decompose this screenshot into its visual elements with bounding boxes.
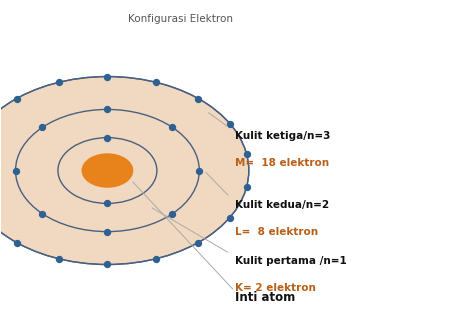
Point — [13, 240, 20, 245]
Point — [104, 107, 111, 112]
Text: K= 2 elektron: K= 2 elektron — [235, 283, 316, 293]
Text: Konfigurasi Elektron: Konfigurasi Elektron — [128, 14, 233, 24]
Point — [39, 211, 46, 216]
Point — [55, 80, 63, 85]
Point — [39, 125, 46, 130]
Point — [55, 256, 63, 261]
Point — [13, 96, 20, 101]
Text: L=  8 elektron: L= 8 elektron — [235, 227, 318, 237]
Ellipse shape — [58, 138, 157, 204]
Ellipse shape — [16, 109, 199, 232]
Text: Kulit pertama /n=1: Kulit pertama /n=1 — [235, 256, 346, 266]
Point — [104, 74, 111, 79]
Point — [104, 229, 111, 234]
Point — [12, 168, 19, 173]
Point — [104, 135, 111, 140]
Ellipse shape — [82, 153, 133, 188]
Point — [194, 240, 202, 245]
Point — [104, 201, 111, 206]
Point — [226, 121, 234, 126]
Point — [152, 80, 160, 85]
Text: Inti atom: Inti atom — [235, 291, 295, 304]
Point — [169, 211, 176, 216]
Point — [152, 256, 160, 261]
Ellipse shape — [0, 76, 249, 264]
Point — [169, 125, 176, 130]
Text: Kulit kedua/n=2: Kulit kedua/n=2 — [235, 200, 329, 210]
Point — [194, 96, 202, 101]
Point — [104, 262, 111, 267]
Point — [195, 168, 203, 173]
Point — [226, 215, 234, 220]
Text: Kulit ketiga/n=3: Kulit ketiga/n=3 — [235, 131, 330, 141]
Text: M=  18 elektron: M= 18 elektron — [235, 158, 329, 168]
Point — [243, 152, 250, 157]
Point — [243, 184, 250, 189]
